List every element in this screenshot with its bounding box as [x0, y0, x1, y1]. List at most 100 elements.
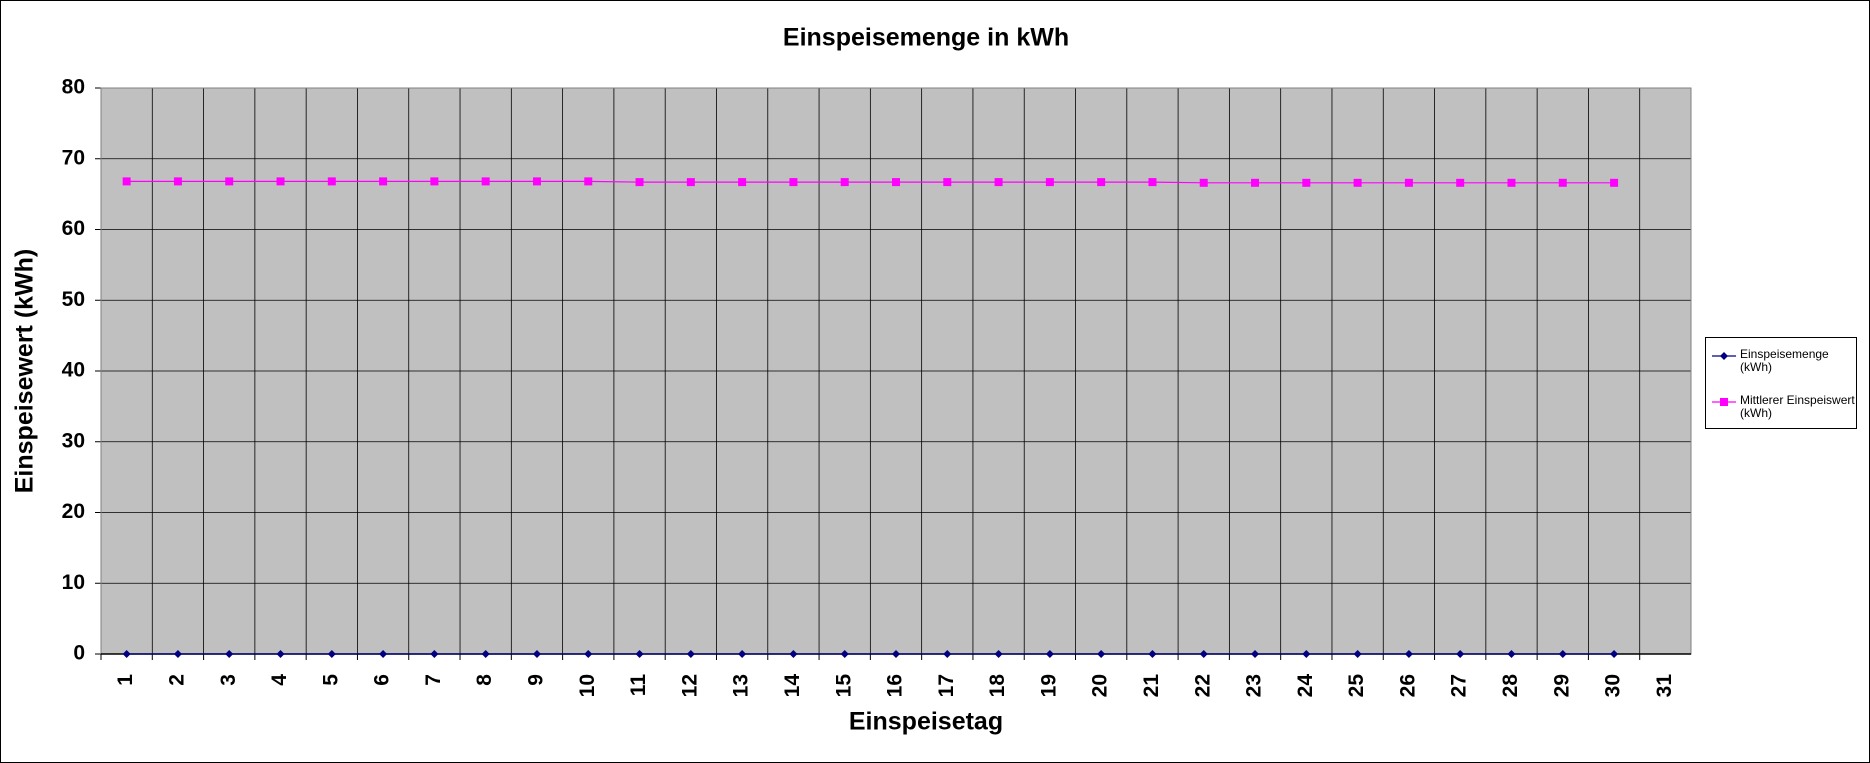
y-tick-label: 30	[62, 429, 85, 452]
x-tick-label: 3	[217, 674, 240, 686]
legend-marker	[1720, 398, 1728, 406]
x-tick-label: 10	[576, 674, 599, 697]
data-point	[1404, 650, 1413, 658]
data-point	[276, 650, 285, 658]
data-point	[943, 650, 952, 658]
data-point	[686, 650, 695, 658]
data-point	[327, 650, 336, 658]
x-tick-label: 7	[422, 674, 445, 686]
data-point	[635, 178, 644, 187]
data-point	[430, 650, 439, 658]
y-tick-label: 0	[73, 642, 85, 665]
legend-icon	[1712, 398, 1736, 406]
legend-marker	[1720, 352, 1728, 360]
x-tick-label: 29	[1550, 674, 1573, 697]
y-tick-label: 80	[62, 76, 85, 99]
x-tick-label: 31	[1653, 674, 1676, 698]
data-point	[1045, 178, 1054, 187]
x-tick-label: 28	[1499, 674, 1522, 698]
x-tick-label: 12	[678, 674, 701, 697]
legend-label: Mittlerer Einspeiswert (kWh)	[1740, 393, 1855, 420]
x-tick-label: 14	[781, 674, 804, 698]
data-point	[1199, 650, 1208, 658]
y-tick-label: 50	[62, 288, 85, 311]
x-tick-label: 16	[884, 674, 907, 697]
x-tick-label: 30	[1602, 674, 1625, 697]
x-tick-label: 2	[165, 674, 188, 686]
data-point	[789, 650, 798, 658]
x-tick-label: 23	[1243, 674, 1266, 697]
y-axis-label: Einspeisewert (kWh)	[11, 249, 39, 494]
data-point	[1507, 650, 1516, 658]
x-tick-label: 17	[935, 674, 958, 697]
data-point	[1353, 178, 1362, 187]
data-point	[276, 177, 285, 186]
legend-label: Einspeisemenge (kWh)	[1740, 347, 1829, 374]
data-point	[1148, 178, 1157, 187]
data-point	[994, 178, 1003, 187]
data-point	[584, 177, 593, 186]
x-tick-label: 27	[1448, 674, 1471, 697]
data-point	[1199, 178, 1208, 187]
x-axis-label: Einspeisetag	[849, 708, 1003, 736]
x-tick-label: 4	[268, 674, 291, 686]
y-tick-label: 70	[62, 146, 85, 169]
data-point	[122, 177, 131, 186]
legend-entry: Mittlerer Einspeiswert (kWh)	[1710, 394, 1856, 420]
data-point	[789, 178, 798, 187]
x-tick-label: 21	[1140, 674, 1163, 698]
x-tick-label: 18	[986, 674, 1009, 698]
x-tick-label: 19	[1037, 674, 1060, 697]
data-point	[1610, 178, 1619, 187]
data-point	[1558, 650, 1567, 658]
data-point	[892, 178, 900, 187]
data-point	[1456, 650, 1465, 658]
x-tick-label: 25	[1345, 674, 1368, 698]
x-tick-label: 15	[832, 674, 855, 698]
chart-title: Einspeisemenge in kWh	[783, 24, 1069, 52]
y-tick-label: 20	[62, 500, 85, 523]
data-point	[481, 650, 490, 658]
data-point	[1353, 650, 1362, 658]
x-tick-label: 8	[473, 674, 496, 686]
data-point	[943, 178, 952, 187]
x-tick-label: 22	[1191, 674, 1214, 697]
series-line	[126, 180, 1615, 184]
x-tick-label: 20	[1089, 674, 1112, 697]
data-point	[173, 177, 182, 186]
data-point	[1097, 178, 1106, 187]
x-tick-label: 24	[1294, 674, 1317, 698]
data-point	[379, 177, 388, 186]
data-point	[327, 177, 336, 186]
data-point	[1148, 650, 1157, 658]
data-point	[1456, 178, 1465, 187]
data-point	[532, 177, 541, 186]
data-point	[225, 650, 234, 658]
data-point	[892, 650, 900, 658]
data-point	[1302, 178, 1311, 187]
data-point	[173, 650, 182, 658]
y-tick-label: 10	[62, 571, 85, 594]
data-point	[225, 177, 234, 186]
data-point	[994, 650, 1003, 658]
data-point	[738, 650, 747, 658]
data-point	[840, 650, 849, 658]
data-point	[430, 177, 439, 186]
data-point	[738, 178, 747, 187]
y-tick-label: 40	[62, 359, 85, 382]
x-tick-label: 11	[627, 674, 650, 697]
data-point	[1302, 650, 1311, 658]
data-point	[122, 650, 131, 658]
y-tick-label: 60	[62, 217, 85, 240]
data-point	[532, 650, 541, 658]
data-point	[584, 650, 593, 658]
data-point	[686, 178, 695, 187]
data-point	[1404, 178, 1413, 187]
x-tick-label: 26	[1396, 674, 1419, 697]
legend-icon	[1712, 352, 1736, 360]
data-point	[840, 178, 849, 187]
legend-entry: Einspeisemenge (kWh)	[1710, 348, 1856, 374]
data-point	[1558, 178, 1567, 187]
